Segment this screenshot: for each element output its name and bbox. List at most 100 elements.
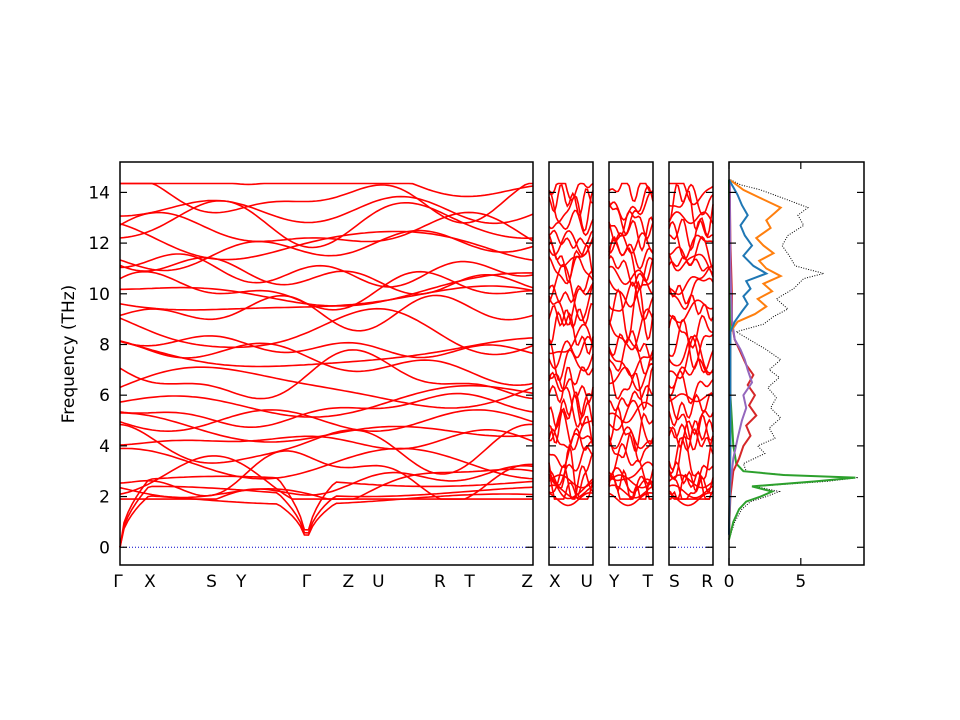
- band-line: [548, 391, 594, 431]
- band-line: [548, 366, 594, 404]
- band-line: [548, 229, 594, 249]
- dos-series-6: [728, 179, 769, 535]
- band-line: [119, 307, 534, 356]
- band-line: [608, 399, 654, 445]
- band-line: [548, 371, 594, 428]
- x-tick-label: T: [463, 572, 475, 592]
- band-line: [548, 302, 594, 330]
- x-tick-label: Z: [343, 572, 355, 592]
- acoustic-band-line: [668, 474, 714, 489]
- band-line: [668, 235, 714, 270]
- acoustic-band-line: [608, 474, 654, 489]
- band-line: [119, 366, 534, 409]
- x-tick-label: R: [701, 572, 713, 592]
- y-tick-label: 10: [88, 285, 110, 305]
- band-line: [668, 211, 714, 225]
- band-line: [608, 308, 654, 351]
- band-line: [119, 270, 534, 311]
- x-tick-label: Γ: [302, 572, 312, 592]
- band-line: [119, 294, 534, 332]
- panel-frame: [119, 161, 534, 566]
- band-line: [548, 230, 594, 257]
- acoustic-band-line: [668, 484, 714, 499]
- band-line: [548, 189, 594, 233]
- y-tick-label: 0: [99, 538, 110, 558]
- band-line: [608, 184, 654, 236]
- panel-frame: [668, 161, 714, 566]
- band-line: [548, 323, 594, 355]
- band-line: [119, 195, 534, 225]
- band-line: [119, 447, 534, 480]
- band-line: [548, 182, 594, 202]
- dos-frame: [728, 161, 865, 566]
- x-tick-label: S: [669, 572, 680, 592]
- acoustic-band-line: [548, 491, 594, 507]
- band-line: [668, 277, 714, 310]
- y-axis: 0 2 4 6 8 10 12 14: [88, 183, 110, 558]
- y-tick-label: 14: [88, 183, 110, 203]
- acoustic-band-line: [548, 474, 594, 489]
- band-line: [668, 284, 714, 322]
- x-tick-label: U: [581, 572, 593, 592]
- band-line: [668, 218, 714, 252]
- band-line: [119, 253, 534, 288]
- panel-frame: [608, 161, 654, 566]
- band-line: [608, 366, 654, 411]
- band-line: [608, 426, 654, 450]
- dos-series-5: [728, 178, 783, 535]
- band-line: [608, 468, 654, 501]
- band-line: [119, 349, 534, 400]
- x-tick-label: X: [549, 572, 561, 592]
- x-tick-label: T: [642, 572, 654, 592]
- x-tick-label: Z: [521, 572, 533, 592]
- band-line: [608, 442, 654, 485]
- band-line: [119, 335, 534, 359]
- band-line: [119, 256, 534, 296]
- band-line: [119, 429, 534, 450]
- band-line: [120, 412, 534, 443]
- band-line: [668, 183, 714, 216]
- band-line: [668, 183, 714, 239]
- band-line: [548, 183, 594, 217]
- band-line: [548, 233, 594, 268]
- band-line: [548, 310, 594, 356]
- band-line: [608, 280, 654, 341]
- band-line: [668, 264, 714, 296]
- band-line: [119, 199, 534, 249]
- band-line: [548, 209, 594, 237]
- band-line: [119, 392, 534, 428]
- band-line: [548, 282, 594, 326]
- band-line: [668, 464, 714, 500]
- x-tick-label: Γ: [113, 572, 123, 592]
- y-tick-label: 6: [99, 386, 110, 406]
- x-tick-label: X: [144, 572, 156, 592]
- band-line: [120, 182, 534, 198]
- y-tick-label: 8: [99, 335, 110, 355]
- band-line: [119, 409, 534, 433]
- y-tick-label: 2: [99, 488, 110, 508]
- band-line: [668, 391, 714, 427]
- band-line: [668, 412, 714, 449]
- band-line: [608, 461, 654, 482]
- band-line: [548, 263, 594, 322]
- band-line: [608, 265, 654, 296]
- x-tick-label: Y: [608, 572, 620, 592]
- band-line: [608, 239, 654, 270]
- band-line: [548, 338, 594, 382]
- x-tick-label: S: [206, 572, 217, 592]
- band-line: [668, 318, 714, 370]
- y-axis-label: Frequency (THz): [59, 285, 79, 424]
- band-line: [120, 182, 533, 224]
- band-line: [669, 182, 714, 206]
- acoustic-band-line: [119, 475, 534, 548]
- y-tick-label: 4: [99, 437, 110, 457]
- band-line: [668, 220, 714, 260]
- acoustic-band-line: [119, 485, 534, 548]
- band-line: [548, 270, 594, 304]
